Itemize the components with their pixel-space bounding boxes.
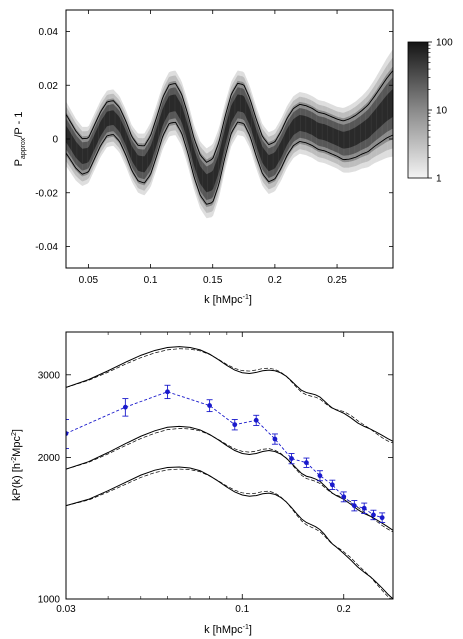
colorbar-bar [407, 41, 429, 179]
bottom-y-tick-label: 1000 [38, 595, 61, 606]
top-y-tick-label: -0.02 [35, 188, 58, 199]
colorbar-tick-label: 1 [436, 174, 442, 185]
density-layer-core [66, 88, 393, 193]
top-axes: 0.05 0.1 0.15 0.2 0.25 -0.04 -0.02 0 0.02 0.04 [35, 10, 393, 286]
bottom-x-tick-label: 0.1 [235, 604, 249, 615]
data-point [351, 503, 357, 509]
bottom-power-spectrum-chart: 0.03 0.1 0.2 1000 2000 3000 k [hMpc-1] kP(k) … [11, 331, 394, 636]
data-point [122, 404, 128, 410]
top-x-tick-label: 0.1 [144, 275, 158, 286]
colorbar-tick-label: 100 [436, 38, 453, 49]
data-point [329, 482, 335, 488]
top-x-tick-label: 0.2 [268, 275, 282, 286]
top-x-tick-label: 0.25 [327, 275, 347, 286]
top-y-axis-title: Papprox/P - 1 [13, 112, 27, 167]
top-x-tick-label: 0.15 [203, 275, 223, 286]
bottom-x-tick-label: 0.03 [56, 604, 76, 615]
model-curve-solid-2 [66, 425, 393, 531]
data-point [272, 436, 278, 442]
top-x-tick-label: 0.05 [79, 275, 99, 286]
model-curve-dashed-3 [66, 468, 392, 599]
top-plot-area [66, 10, 393, 268]
bottom-y-axis-title: kP(k) [h-2Mpc2] [11, 429, 23, 501]
data-point [361, 505, 367, 511]
data-point [232, 422, 238, 428]
density-layer-4 [66, 76, 393, 201]
model-curve-dashed-1 [66, 348, 393, 444]
model-curve-solid-1 [66, 346, 393, 442]
measurement-line [66, 391, 383, 519]
lower-bound-curve [66, 121, 393, 205]
top-y-tick-label: -0.04 [35, 242, 58, 253]
data-point [304, 460, 309, 466]
bottom-y-tick-label: 2000 [38, 453, 61, 464]
data-point [289, 456, 294, 461]
data-point [253, 417, 259, 423]
data-point [317, 473, 323, 479]
model-curve-solid-3 [66, 466, 393, 599]
model-curve-dashed-2 [66, 428, 393, 533]
data-point [207, 403, 212, 408]
top-y-tick-label: 0.02 [39, 81, 59, 92]
top-x-axis-title: k [hMpc-1] [204, 294, 252, 306]
bottom-plot-frame [65, 331, 394, 600]
data-point [379, 515, 385, 521]
data-point [341, 494, 347, 500]
data-point [165, 389, 170, 395]
data-point [371, 512, 376, 518]
colorbar: 1 10 100 [407, 38, 453, 185]
bottom-y-tick-label: 3000 [38, 370, 61, 381]
bottom-plot-area [66, 346, 393, 599]
bottom-x-tick-label: 0.2 [337, 604, 351, 615]
bottom-axes: 0.03 0.1 0.2 1000 2000 3000 [38, 332, 393, 615]
top-y-tick-label: 0.04 [39, 27, 59, 38]
bottom-x-axis-title: k [hMpc-1] [204, 624, 252, 636]
top-y-tick-label: 0 [52, 135, 58, 146]
upper-bound-curve [66, 70, 393, 163]
data-point [66, 431, 69, 436]
colorbar-tick-label: 10 [436, 106, 448, 117]
